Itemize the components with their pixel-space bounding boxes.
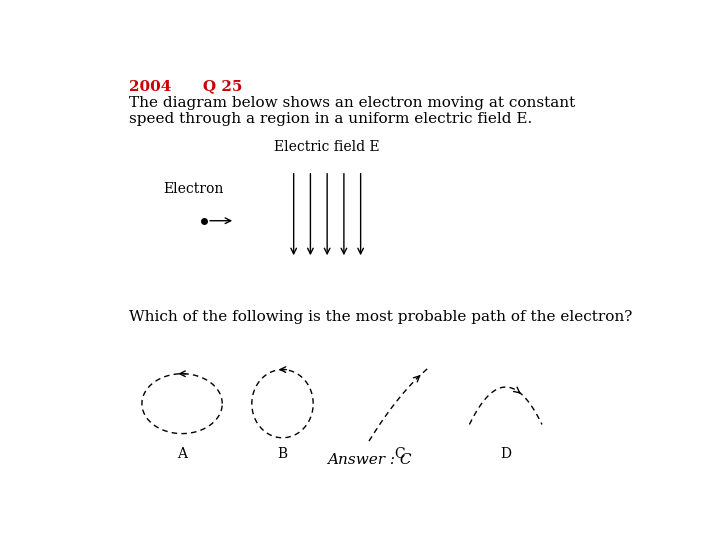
Text: 2004      Q 25: 2004 Q 25 <box>129 79 243 93</box>
Text: D: D <box>500 447 511 461</box>
Text: Electric field E: Electric field E <box>274 140 380 154</box>
Text: The diagram below shows an electron moving at constant
speed through a region in: The diagram below shows an electron movi… <box>129 96 575 126</box>
Text: C: C <box>395 447 405 461</box>
Text: Electron: Electron <box>163 182 223 196</box>
Text: B: B <box>277 447 287 461</box>
Text: Which of the following is the most probable path of the electron?: Which of the following is the most proba… <box>129 310 632 324</box>
Text: Answer : C: Answer : C <box>327 453 411 467</box>
Text: A: A <box>177 447 187 461</box>
